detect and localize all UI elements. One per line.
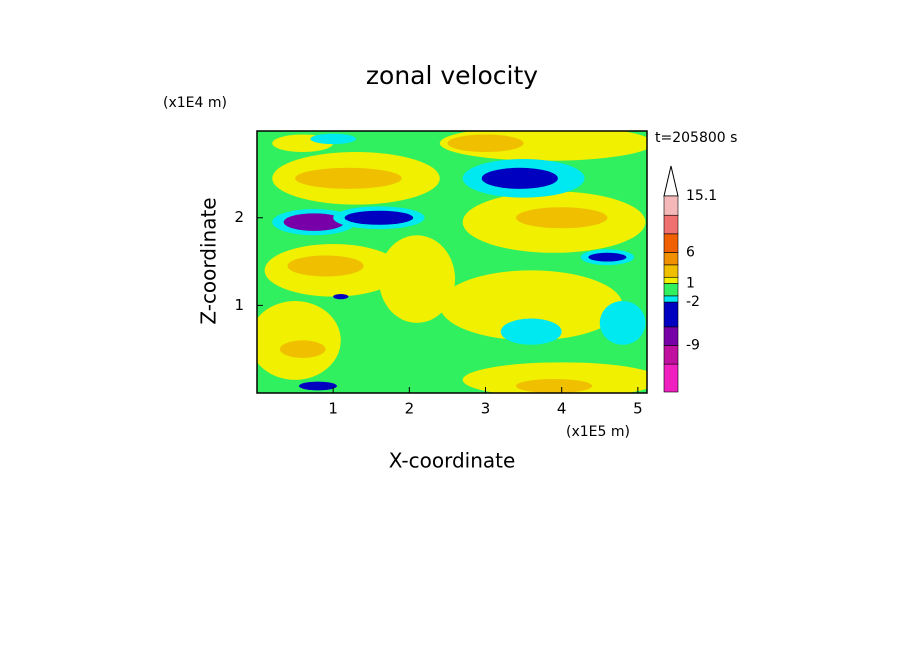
colorbar-tick-label: 15.1 xyxy=(686,188,717,204)
field-region xyxy=(298,381,337,391)
field-region xyxy=(279,340,326,358)
field-region xyxy=(257,301,341,380)
field-region xyxy=(287,255,364,277)
chart-title: zonal velocity xyxy=(366,61,538,90)
plot-frame xyxy=(256,130,648,394)
colorbar-band xyxy=(663,233,679,253)
colorbar-band xyxy=(663,326,679,346)
y-unit: (x1E4 m) xyxy=(163,95,227,111)
x-tick-label: 4 xyxy=(557,400,567,418)
field-region xyxy=(310,133,357,145)
colorbar-band xyxy=(663,301,679,328)
field-region xyxy=(439,270,623,341)
colorbar-tick-label: 6 xyxy=(686,244,695,260)
colorbar-band xyxy=(663,283,679,297)
y-tick-label: 1 xyxy=(234,296,244,314)
field-region xyxy=(500,318,562,345)
colorbar-band xyxy=(663,345,679,365)
time-label: t=205800 s xyxy=(655,130,737,146)
field-region xyxy=(481,167,558,189)
y-axis-label: Z-coordinate xyxy=(197,197,221,324)
x-unit: (x1E5 m) xyxy=(566,424,630,440)
field-region xyxy=(283,213,345,231)
colorbar-band xyxy=(663,252,679,266)
colorbar-band xyxy=(663,363,679,393)
x-axis-label: X-coordinate xyxy=(389,449,516,473)
y-tick-label: 2 xyxy=(234,208,244,226)
axes: 1 2 3 4 5 1 2 xyxy=(234,130,648,418)
colorbar-band xyxy=(663,195,679,216)
colorbar-band xyxy=(663,214,679,235)
field-region xyxy=(599,300,646,345)
colorbar-band xyxy=(663,264,679,278)
colorbar-tick-label: -9 xyxy=(686,337,700,353)
field xyxy=(257,131,647,393)
field-region xyxy=(462,362,647,393)
colorbar-band xyxy=(663,276,679,284)
colorbar-band xyxy=(663,295,679,303)
field-region xyxy=(515,207,608,229)
colorbar-tick-label: 1 xyxy=(686,275,695,291)
field-region xyxy=(447,134,524,153)
colorbar: 15.1 6 1 -2 -9 xyxy=(663,188,717,393)
colorbar-overflow xyxy=(663,165,679,197)
x-tick-label: 1 xyxy=(328,400,338,418)
field-region xyxy=(515,378,593,393)
colorbar-tick-label: -2 xyxy=(686,294,700,310)
field-region xyxy=(378,235,456,323)
field-region xyxy=(344,210,414,225)
x-tick-label: 2 xyxy=(405,400,415,418)
field-region xyxy=(588,252,627,262)
x-tick-label: 5 xyxy=(633,400,643,418)
field-region xyxy=(333,293,349,300)
field-region xyxy=(295,167,402,189)
x-tick-label: 3 xyxy=(481,400,491,418)
